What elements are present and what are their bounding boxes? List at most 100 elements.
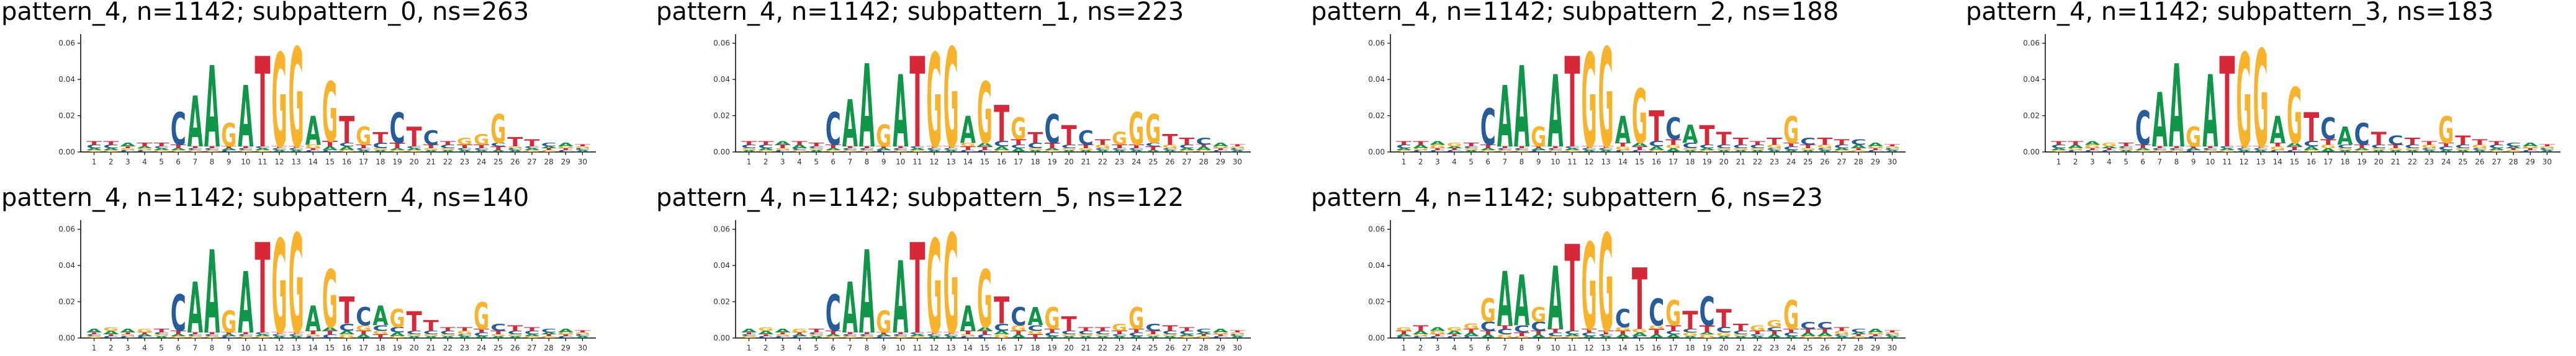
logo-letter-C: C (1615, 149, 1631, 153)
logo-letter-G: G (1767, 318, 1782, 329)
logo-letter-A: A (1632, 332, 1648, 337)
x-tick-label: 20 (409, 344, 418, 352)
logo-letter-C: C (204, 334, 220, 337)
x-tick-label: 30 (1233, 344, 1242, 352)
logo-letter-C: C (1800, 320, 1816, 332)
x-tick-label: 2 (2073, 158, 2078, 166)
x-tick-label: 20 (1064, 344, 1073, 352)
logo-letter-T: T (876, 146, 891, 149)
logo-letter-C: C (1078, 330, 1094, 336)
logo-letter-C: C (339, 322, 354, 334)
logo-letter-A: A (826, 148, 841, 151)
logo-letter-C: C (254, 146, 270, 149)
x-tick-label: 29 (1216, 158, 1225, 166)
x-tick-label: 5 (2123, 158, 2128, 166)
logo-letter-G: G (2455, 148, 2470, 151)
logo-letter-A: A (1716, 336, 1732, 339)
logo-letter-T: T (876, 332, 891, 336)
logo-letter-T: T (893, 332, 908, 336)
logo-letter-A: A (1027, 150, 1043, 153)
x-tick-label: 24 (477, 344, 486, 352)
logo-letter-A: A (960, 109, 976, 153)
logo-letter-T: T (2405, 136, 2421, 148)
logo-letter-T: T (1834, 326, 1850, 332)
logo-letter-C: C (1213, 149, 1228, 153)
logo-letter-T: T (943, 146, 959, 149)
x-tick-label: 27 (1182, 158, 1191, 166)
logo-letter-G: G (221, 117, 236, 155)
logo-letter-A: A (204, 43, 220, 173)
logo-letter-G: G (2101, 142, 2117, 148)
logo-letter-G: G (809, 334, 824, 337)
x-tick-label: 6 (176, 344, 181, 352)
logo-letter-A: A (1514, 261, 1529, 342)
logo-letter-C: C (1446, 336, 1462, 339)
logo-letter-A: A (305, 298, 321, 339)
logo-letter-T: T (1179, 136, 1196, 148)
logo-letter-A: A (1078, 336, 1094, 339)
y-tick-label: 0.02 (58, 298, 75, 306)
logo-letter-C: C (2438, 146, 2454, 151)
logo-letter-A: A (1430, 140, 1446, 146)
logo-letter-A: A (474, 150, 489, 153)
logo-letter-C: C (389, 104, 405, 153)
logo-letter-A: A (927, 336, 942, 339)
x-tick-label: 20 (409, 158, 418, 166)
logo-letter-G: G (490, 105, 506, 152)
logo-letter-A: A (1027, 302, 1043, 331)
logo-letter-C: C (775, 149, 790, 153)
logo-letter-G: G (741, 336, 757, 339)
logo-letter-T: T (1128, 144, 1144, 149)
logo-letter-T: T (927, 146, 942, 149)
logo-letter-T: T (1851, 148, 1867, 151)
x-tick-label: 4 (142, 158, 147, 166)
x-tick-label: 8 (1520, 158, 1524, 166)
logo-letter-T: T (775, 144, 790, 149)
logo-letter-G: G (1750, 148, 1765, 151)
logo-letter-G: G (943, 207, 959, 354)
logo-letter-C: C (859, 334, 875, 337)
logo-letter-T: T (2320, 138, 2336, 147)
logo-letter-G: G (2304, 149, 2319, 153)
logo-letter-T: T (1834, 138, 1850, 147)
logo-letter-A: A (457, 336, 472, 339)
x-tick-label: 15 (325, 158, 335, 166)
logo-letter-A: A (2405, 150, 2420, 153)
logo-letter-A: A (541, 146, 557, 149)
logo-letter-C: C (2421, 148, 2437, 151)
logo-letter-C: C (1868, 149, 1883, 153)
logo-letter-G: G (960, 142, 976, 148)
x-tick-label: 23 (1115, 344, 1124, 352)
x-tick-label: 4 (2107, 158, 2112, 166)
logo-letter-A: A (254, 334, 270, 337)
logo-letter-C: C (204, 148, 220, 151)
logo-letter-T: T (1196, 334, 1212, 337)
logo-letter-T: T (541, 148, 557, 151)
logo-letter-T: T (154, 142, 169, 148)
x-tick-label: 29 (1871, 344, 1880, 352)
logo-letter-G: G (1196, 149, 1212, 153)
logo-letter-G: G (389, 305, 405, 333)
logo-letter-G: G (103, 326, 119, 332)
logo-letter-C: C (960, 336, 976, 339)
logo-letter-A: A (1112, 150, 1127, 153)
logo-letter-G: G (221, 306, 236, 340)
logo-letter-T: T (407, 121, 422, 153)
logo-letter-G: G (1464, 148, 1479, 151)
x-tick-label: 1 (92, 344, 97, 352)
y-tick-label: 0.04 (58, 261, 75, 270)
logo-letter-C: C (842, 334, 858, 337)
logo-letter-T: T (1162, 324, 1178, 333)
logo-letter-G: G (541, 149, 557, 153)
logo-letter-C: C (1783, 146, 1799, 151)
logo-letter-C: C (1649, 291, 1664, 334)
logo-letter-G: G (272, 28, 287, 178)
logo-letter-T: T (1767, 136, 1783, 148)
logo-letter-G: G (1128, 104, 1144, 156)
logo-letter-T: T (1817, 136, 1833, 148)
logo-letter-C: C (1497, 148, 1513, 151)
logo-letter-T: T (356, 144, 371, 149)
logo-letter-C: C (2270, 149, 2286, 153)
logo-letter-C: C (474, 148, 489, 151)
logo-letter-A: A (154, 336, 169, 339)
